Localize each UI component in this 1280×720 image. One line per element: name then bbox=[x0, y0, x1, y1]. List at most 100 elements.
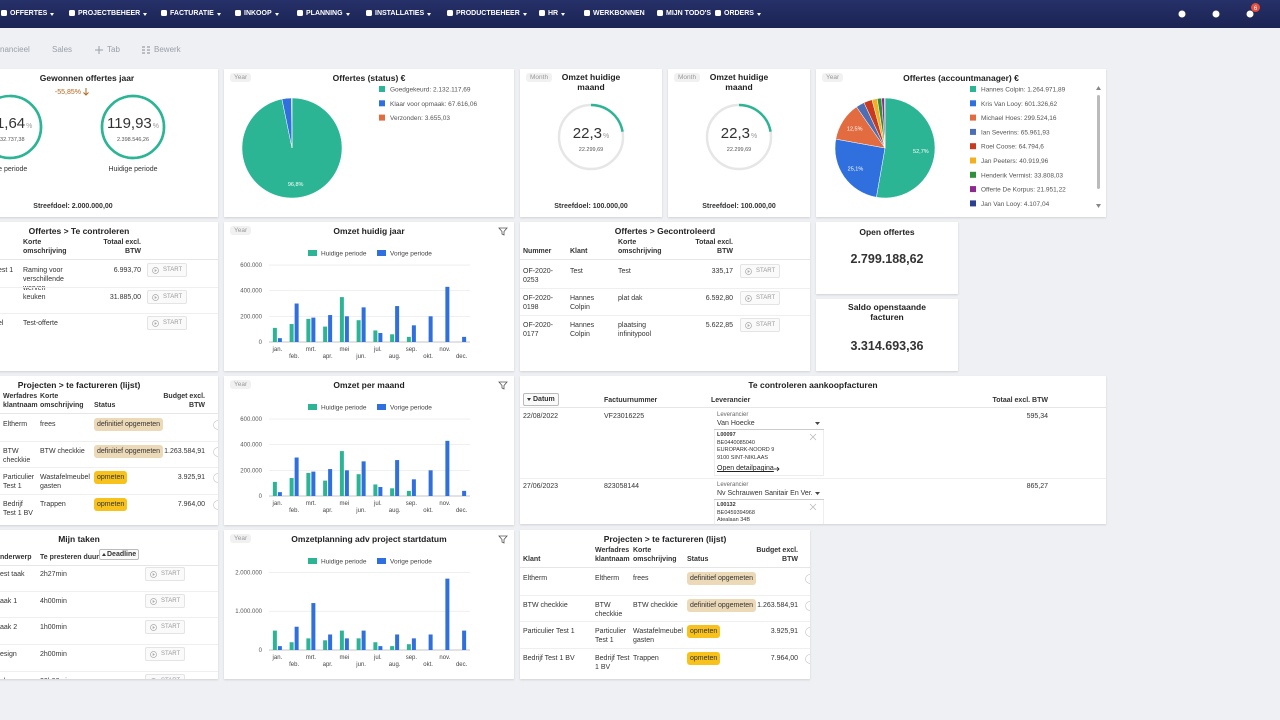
period-pill: Year bbox=[230, 226, 252, 235]
nav-item[interactable]: FACTURATIE bbox=[170, 10, 214, 17]
tab[interactable]: Tab bbox=[107, 45, 120, 54]
nav-item[interactable]: OFFERTES bbox=[10, 10, 48, 17]
caret-shape bbox=[274, 13, 279, 16]
nav-item[interactable]: PRODUCTBEHEER bbox=[456, 10, 520, 17]
cell: Wastafelmeubel gasten bbox=[40, 474, 90, 490]
icon-play bbox=[152, 653, 155, 656]
legend-label: Huidige periode bbox=[321, 559, 367, 566]
play-icon bbox=[152, 267, 159, 274]
icon-shape bbox=[657, 10, 663, 16]
card-title: Open offertes bbox=[859, 227, 915, 237]
cell: Test bbox=[618, 268, 631, 275]
legend-label: Verzonden: 3.655,03 bbox=[390, 115, 450, 122]
x-tick-label: aug. bbox=[389, 662, 401, 668]
sort-icon bbox=[527, 398, 531, 401]
start-button[interactable]: START bbox=[740, 291, 780, 305]
bar bbox=[323, 480, 328, 496]
cell: Bedrijf Test 1 BV bbox=[595, 655, 630, 671]
start-button[interactable]: START bbox=[145, 647, 185, 661]
bar bbox=[272, 630, 277, 650]
start-button[interactable]: START bbox=[145, 620, 185, 634]
nav-item[interactable]: MIJN TODO'S bbox=[666, 10, 712, 17]
bar bbox=[339, 451, 344, 496]
legend-swatch bbox=[379, 114, 385, 121]
change: -55,85% bbox=[54, 89, 81, 96]
tab[interactable]: nancieel bbox=[0, 45, 30, 54]
column-header[interactable]: Deadline bbox=[99, 549, 140, 560]
x-tick-label: apr. bbox=[323, 354, 333, 360]
target: Streefdoel: 2.000.000,00 bbox=[33, 203, 113, 210]
pie-slice bbox=[884, 97, 886, 149]
bar bbox=[356, 320, 361, 342]
bar bbox=[311, 317, 316, 342]
gauge-arc bbox=[705, 103, 773, 171]
icon-ring bbox=[151, 678, 156, 679]
chart-title: Offertes (status) € bbox=[332, 73, 406, 83]
badge-count: 6 bbox=[1254, 6, 1258, 12]
start-button[interactable]: START bbox=[145, 674, 185, 679]
gauge-arc bbox=[100, 94, 166, 160]
caret-shape bbox=[216, 13, 221, 16]
action-circle bbox=[213, 447, 218, 457]
x-tick-label: mei bbox=[340, 501, 350, 507]
cell: 4h00min bbox=[40, 598, 67, 605]
scrollbar bbox=[1097, 95, 1100, 189]
y-tick-label: 0 bbox=[259, 648, 263, 654]
cell: 6.592,80 bbox=[705, 295, 733, 302]
nav-item[interactable]: HR bbox=[548, 10, 559, 17]
sort-arrow bbox=[527, 398, 531, 401]
legend-label: Klaar voor opmaak: 67.616,06 bbox=[390, 101, 477, 108]
cell: 2h00min bbox=[40, 651, 67, 658]
start-button[interactable]: START bbox=[147, 290, 187, 304]
cell: frees bbox=[633, 575, 649, 582]
icon-ring bbox=[152, 267, 159, 274]
slice-label: 52,7% bbox=[913, 149, 929, 155]
nav-item[interactable]: ORDERS bbox=[724, 10, 754, 17]
nav-item[interactable]: PROJECTBEHEER bbox=[78, 10, 141, 17]
nav-icon bbox=[161, 10, 167, 16]
tab[interactable]: Sales bbox=[52, 45, 73, 54]
start-button[interactable]: START bbox=[147, 316, 187, 330]
row-rule bbox=[0, 644, 218, 645]
arrow bbox=[83, 88, 89, 96]
nav-item[interactable]: PLANNING bbox=[306, 10, 343, 17]
gauge-label: ige periode bbox=[0, 166, 28, 173]
legend-label: Ian Severins: 65.961,93 bbox=[981, 129, 1050, 136]
nav-item[interactable]: INSTALLATIES bbox=[375, 10, 425, 17]
gauge-unit: % bbox=[750, 133, 758, 140]
icon-play bbox=[154, 322, 157, 325]
start-button[interactable]: START bbox=[145, 567, 185, 581]
bar bbox=[306, 472, 311, 496]
legend-label: Huidige periode bbox=[321, 405, 367, 412]
start-button[interactable]: START bbox=[740, 264, 780, 278]
tab[interactable]: Bewerk bbox=[154, 45, 181, 54]
bar bbox=[289, 478, 294, 496]
cell: Raming voor verschillende werven bbox=[23, 267, 64, 292]
gauge-number: 119,93 bbox=[107, 115, 152, 132]
nav-icon bbox=[584, 10, 590, 16]
bar bbox=[361, 461, 366, 496]
cell: 20h00min bbox=[40, 677, 100, 679]
nav-item[interactable]: WERKBONNEN bbox=[593, 10, 645, 17]
start-button[interactable]: START bbox=[147, 263, 187, 277]
caret-shape bbox=[522, 13, 527, 16]
bar bbox=[395, 460, 400, 496]
row-action bbox=[805, 601, 810, 611]
nav-item[interactable]: INKOOP bbox=[244, 10, 272, 17]
sort-button[interactable]: Datum bbox=[523, 393, 559, 406]
detail-link[interactable]: Open detailpagina bbox=[717, 465, 774, 472]
legend-label: Roel Coose: 64.794,6 bbox=[981, 144, 1044, 151]
bar bbox=[344, 638, 349, 650]
cell: OF-2020-0253 bbox=[523, 268, 553, 284]
icon-shape bbox=[1, 10, 7, 16]
filter-icon bbox=[498, 381, 508, 390]
bar bbox=[277, 492, 282, 496]
action-circle bbox=[805, 574, 810, 584]
caret bbox=[561, 13, 566, 16]
start-button[interactable]: START bbox=[740, 318, 780, 332]
gauge-unit: % bbox=[26, 123, 33, 130]
row-rule bbox=[520, 621, 810, 622]
play-icon bbox=[152, 320, 159, 327]
bar bbox=[294, 303, 299, 342]
start-button[interactable]: START bbox=[145, 594, 185, 608]
